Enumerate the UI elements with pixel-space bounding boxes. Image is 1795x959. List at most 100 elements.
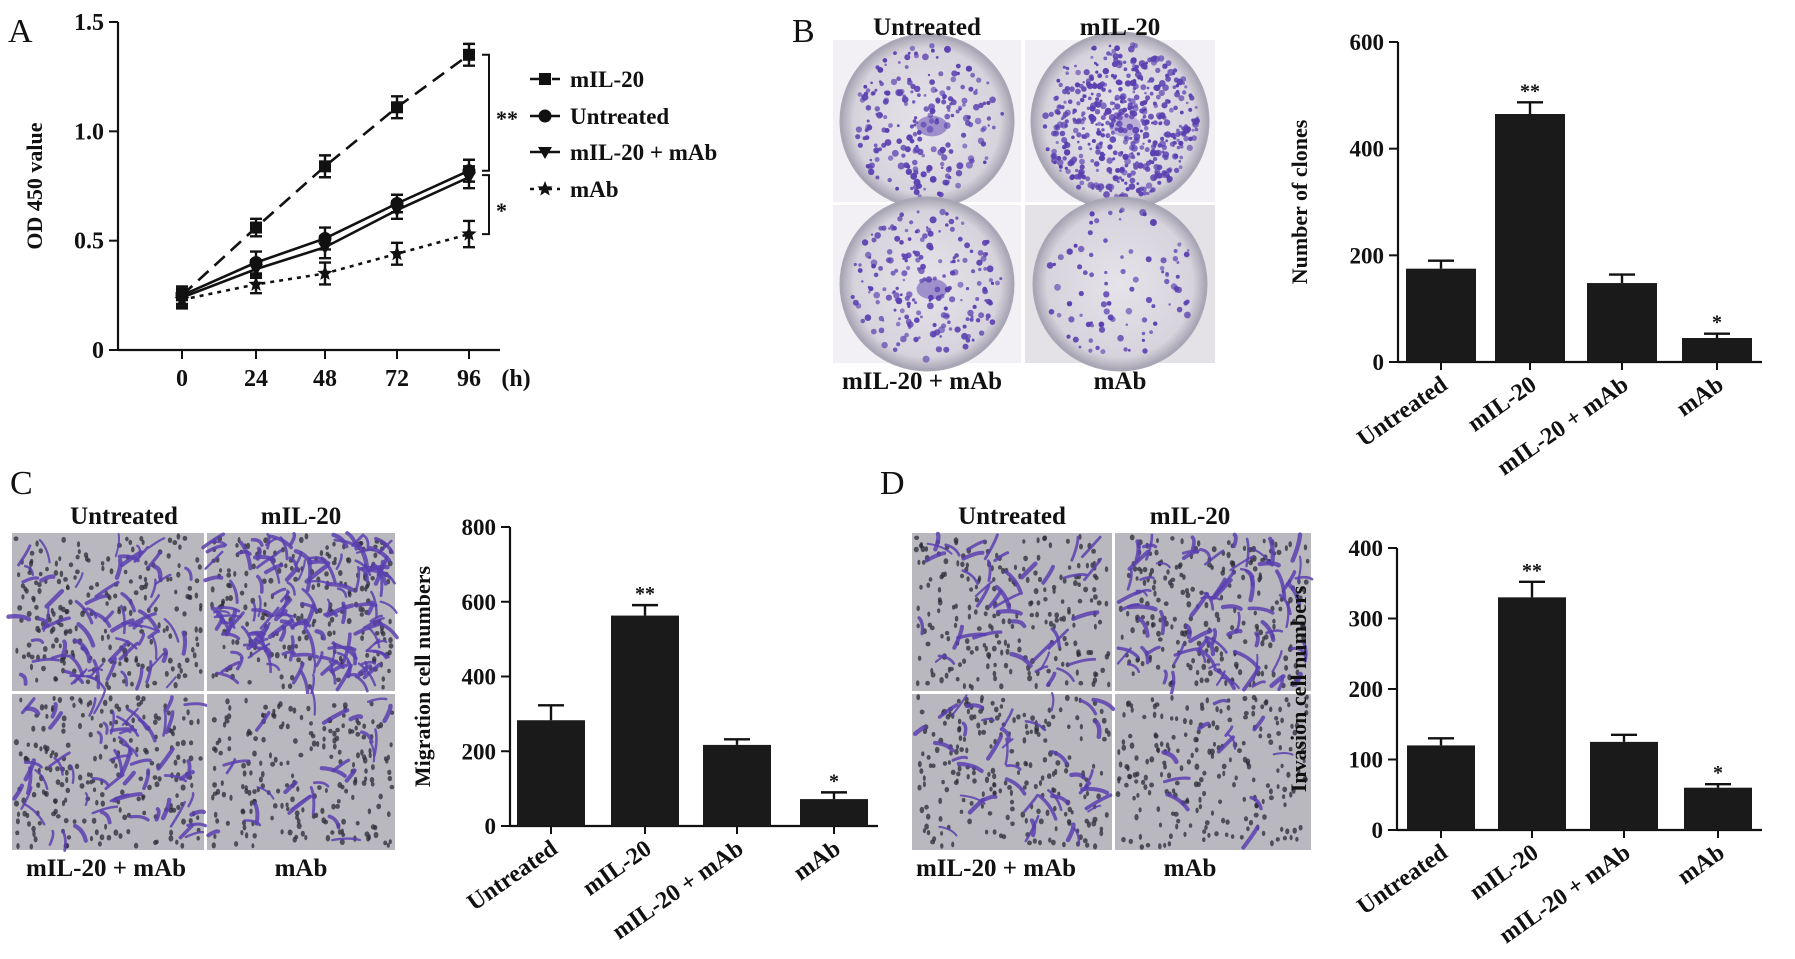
colony <box>983 267 988 271</box>
colony <box>1098 155 1105 162</box>
colony <box>929 216 937 224</box>
colony <box>1172 72 1176 76</box>
membrane-pore <box>118 807 122 813</box>
stained-cell <box>284 566 299 582</box>
stained-cell <box>1214 570 1236 596</box>
significance-mark: ** <box>496 106 518 131</box>
membrane-pore <box>218 750 223 756</box>
membrane-pore <box>1251 705 1256 710</box>
colony <box>983 160 987 165</box>
membrane-pore <box>1078 680 1084 686</box>
legend-marker <box>539 73 551 85</box>
membrane-pore <box>173 682 178 689</box>
membrane-pore <box>41 725 46 732</box>
image-label-mil20-mab: mIL-20 + mAb <box>916 855 1076 882</box>
membrane-pore <box>997 565 1003 570</box>
colony <box>900 144 907 151</box>
colony <box>1090 92 1094 96</box>
stained-cell <box>1302 642 1308 663</box>
membrane-pore <box>350 729 355 734</box>
stained-cell <box>972 630 1003 640</box>
membrane-pore <box>1199 677 1204 684</box>
colony <box>1133 164 1139 170</box>
colony <box>909 45 916 52</box>
stained-cell <box>379 600 398 614</box>
membrane-pore <box>285 802 289 808</box>
y-tick-label: 0.5 <box>74 229 104 255</box>
membrane-pore <box>244 788 249 794</box>
colony <box>918 254 924 260</box>
membrane-pore <box>1163 763 1167 770</box>
membrane-pore <box>1179 765 1184 772</box>
membrane-pore <box>1241 740 1246 746</box>
colony <box>1103 191 1110 198</box>
stained-cell <box>156 747 175 771</box>
membrane-pore <box>1282 786 1288 793</box>
membrane-pore <box>1090 562 1094 568</box>
membrane-pore <box>125 536 129 542</box>
stained-cell <box>1072 827 1081 846</box>
colony <box>1133 133 1141 141</box>
membrane-pore <box>1020 811 1026 818</box>
membrane-pore <box>95 799 99 806</box>
stained-cell <box>181 630 188 656</box>
membrane-pore <box>176 754 181 761</box>
colony <box>919 237 925 243</box>
membrane-pore <box>182 611 187 617</box>
x-tick-label: 72 <box>385 366 409 392</box>
colony <box>904 295 910 301</box>
colony <box>961 332 968 340</box>
membrane-pore <box>993 662 997 668</box>
colony <box>868 286 874 292</box>
membrane-pore <box>1294 722 1300 729</box>
stained-cell <box>961 550 985 561</box>
colony <box>1115 123 1119 126</box>
membrane-pore <box>286 806 290 812</box>
stained-cell <box>938 825 958 837</box>
membrane-pore <box>1221 763 1227 770</box>
stained-cell <box>1204 549 1225 566</box>
stained-cell <box>369 614 383 623</box>
membrane-pore <box>228 705 232 711</box>
membrane-pore <box>1093 671 1098 678</box>
membrane-pore <box>186 709 190 716</box>
stained-cell <box>1155 562 1171 569</box>
membrane-pore <box>1178 562 1183 568</box>
colony <box>946 86 951 91</box>
membrane-pore <box>31 791 37 798</box>
stained-cell <box>271 587 287 597</box>
stained-cell <box>114 533 121 558</box>
stained-cell <box>111 792 143 803</box>
colony <box>1056 78 1061 83</box>
colony <box>1150 144 1157 150</box>
membrane-pore <box>45 713 49 719</box>
membrane-pore <box>304 634 309 641</box>
membrane-pore <box>362 723 367 729</box>
membrane-pore <box>1132 772 1138 778</box>
colony <box>1169 107 1174 113</box>
membrane-pore <box>1150 697 1155 703</box>
colony <box>870 328 877 335</box>
colony <box>881 225 887 231</box>
membrane-pore <box>1165 742 1170 749</box>
membrane-pore <box>917 760 922 768</box>
colony <box>1172 144 1175 148</box>
colony <box>896 342 901 347</box>
panel-letter-d: D <box>880 465 905 502</box>
membrane-pore <box>1157 637 1163 642</box>
membrane-pore <box>962 736 967 742</box>
bar-mil-20-mab <box>1587 283 1657 362</box>
colony <box>1076 132 1082 138</box>
membrane-pore <box>1044 619 1048 625</box>
membrane-pore <box>61 800 66 807</box>
stained-cell <box>1081 535 1102 559</box>
membrane-pore <box>1305 558 1310 564</box>
membrane-pore <box>1156 806 1161 812</box>
stained-cell <box>309 786 316 816</box>
colony <box>1117 121 1121 124</box>
stained-cell <box>288 635 295 662</box>
colony <box>1095 345 1100 351</box>
colony <box>1056 104 1062 111</box>
membrane-pore <box>1242 796 1247 802</box>
colony <box>864 128 869 133</box>
